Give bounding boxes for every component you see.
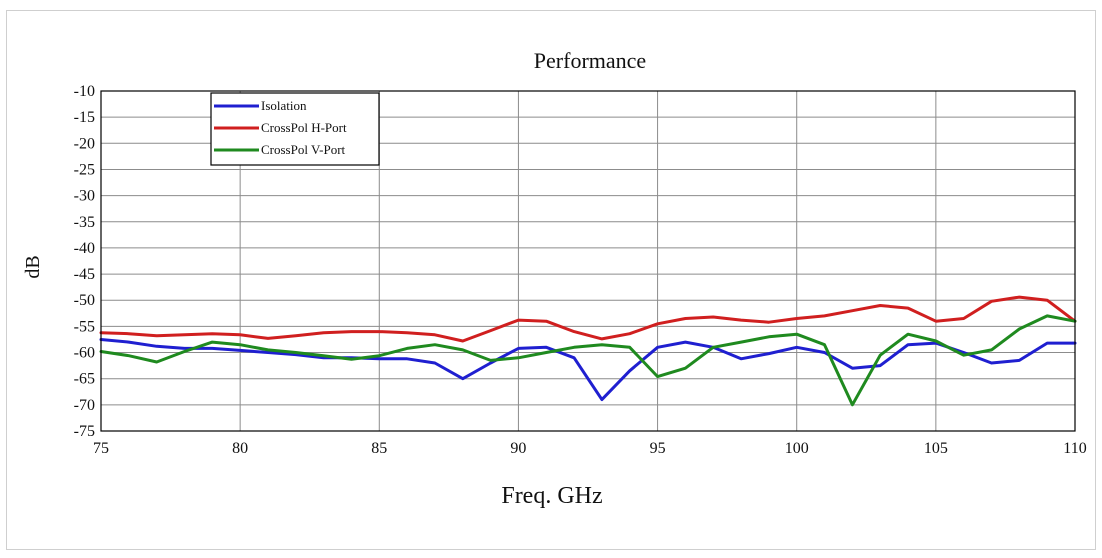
legend-label: CrossPol H-Port — [261, 120, 347, 135]
legend: Isolation CrossPol H-Port CrossPol V-Port — [210, 92, 380, 166]
plot-area-border — [100, 90, 1076, 432]
y-tick-label: -55 — [74, 318, 95, 335]
legend-label: Isolation — [261, 98, 307, 113]
x-tick-label: 85 — [371, 440, 387, 457]
chart-title: Performance — [534, 48, 646, 73]
y-tick-label: -15 — [74, 109, 95, 126]
y-tick-label: -25 — [74, 161, 95, 178]
chart-frame: -10 -15 -20 -25 -30 -35 -40 -45 -50 -55 -60 -65 -70 -… — [6, 10, 1096, 550]
series-lines — [99, 295, 1077, 407]
performance-chart: -10 -15 -20 -25 -30 -35 -40 -45 -50 -55 -60 -65 -70 -… — [22, 48, 1087, 509]
x-tick-label: 105 — [924, 440, 948, 457]
y-tick-label: -70 — [74, 397, 95, 414]
x-tick-label: 90 — [510, 440, 526, 457]
series-line-1 — [99, 338, 1077, 402]
legend-label: CrossPol V-Port — [261, 142, 346, 157]
x-tick-label: 75 — [93, 440, 109, 457]
y-tick-label: -75 — [74, 423, 95, 440]
y-tick-labels: -10 -15 -20 -25 -30 -35 -40 -45 -50 -55 -60 -65 -70 -… — [74, 83, 95, 440]
x-tick-label: 110 — [1063, 440, 1086, 457]
y-axis-label: dB — [22, 255, 44, 278]
x-tick-label: 95 — [650, 440, 666, 457]
x-axis-label: Freq. GHz — [501, 483, 602, 509]
y-tick-label: -40 — [74, 240, 95, 257]
y-tick-label: -30 — [74, 188, 95, 205]
y-tick-label: -10 — [74, 83, 95, 100]
series-line-2 — [99, 295, 1077, 343]
y-tick-label: -60 — [74, 345, 95, 362]
y-tick-label: -50 — [74, 292, 95, 309]
y-tick-label: -35 — [74, 214, 95, 231]
x-tick-label: 100 — [785, 440, 809, 457]
y-tick-label: -20 — [74, 135, 95, 152]
x-tick-labels: 75 80 85 90 95 100 105 110 — [93, 440, 1087, 457]
y-tick-label: -65 — [74, 371, 95, 388]
series-line-3 — [99, 314, 1077, 407]
y-tick-label: -45 — [74, 266, 95, 283]
x-tick-label: 80 — [232, 440, 248, 457]
